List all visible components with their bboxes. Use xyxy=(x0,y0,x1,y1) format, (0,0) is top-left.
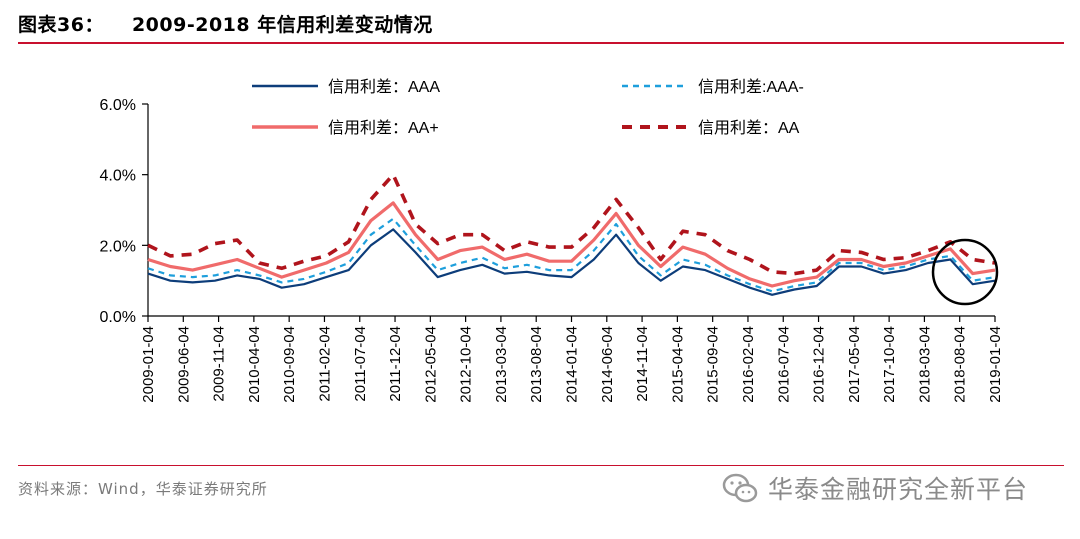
watermark: 华泰金融研究全新平台 xyxy=(720,468,1028,508)
wechat-icon xyxy=(722,473,758,503)
series-line-aa xyxy=(147,172,996,276)
x-tick-label: 2009-06-04 xyxy=(175,326,192,403)
x-tick-label: 2019-01-04 xyxy=(987,326,1004,403)
credit-spread-chart: 信用利差：AAA 信用利差:AAA- 信用利差：AA+ 信用利差：AA 0.0% 2.0… xyxy=(100,78,1004,403)
y-tick-label: 0.0% xyxy=(100,309,136,326)
x-tick-label: 2013-03-04 xyxy=(493,326,510,403)
y-tick-label: 6.0% xyxy=(100,97,136,114)
x-tick-label: 2018-08-04 xyxy=(952,326,969,403)
x-tick-label: 2015-04-04 xyxy=(669,326,686,403)
footer-rule xyxy=(18,465,1064,466)
x-tick-label: 2014-06-04 xyxy=(599,326,616,403)
watermark-text: 华泰金融研究全新平台 xyxy=(768,475,1029,504)
chart-legend: 信用利差：AAA 信用利差:AAA- 信用利差：AA+ 信用利差：AA xyxy=(252,78,804,137)
x-tick-label: 2017-10-04 xyxy=(881,326,898,403)
x-tick-label: 2011-12-04 xyxy=(387,326,404,402)
x-tick-label: 2015-09-04 xyxy=(705,326,722,403)
x-tick-label: 2017-05-04 xyxy=(846,326,863,403)
series-line-aaa xyxy=(147,228,996,296)
highlight-circle xyxy=(931,238,999,306)
title-rule xyxy=(18,42,1064,44)
source-note: 资料来源：Wind，华泰证券研究所 xyxy=(18,480,268,498)
legend-label: 信用利差：AA xyxy=(698,119,800,137)
figure-title: 图表36： 2009-2018 年信用利差变动情况 xyxy=(18,10,433,37)
figure-title-text: 2009-2018 年信用利差变动情况 xyxy=(131,14,433,36)
x-tick-label: 2009-11-04 xyxy=(211,326,228,402)
series-line-aaplus xyxy=(147,201,996,288)
chart-series xyxy=(147,172,996,296)
y-tick-label: 4.0% xyxy=(100,168,136,185)
x-tick-label: 2013-08-04 xyxy=(528,326,545,403)
x-axis: 2009-01-04 2009-06-04 2009-11-04 2010-04-04… xyxy=(140,315,1004,403)
x-tick-label: 2014-11-04 xyxy=(634,326,651,402)
legend-label: 信用利差：AA+ xyxy=(328,119,439,137)
x-tick-label: 2016-02-04 xyxy=(740,326,757,403)
figure-number: 图表36： xyxy=(18,14,104,36)
x-tick-label: 2010-09-04 xyxy=(281,326,298,403)
x-tick-label: 2018-03-04 xyxy=(916,326,933,403)
x-tick-label: 2011-07-04 xyxy=(352,326,369,402)
x-tick-label: 2012-10-04 xyxy=(458,326,475,403)
x-tick-label: 2016-12-04 xyxy=(811,326,828,403)
x-tick-label: 2011-02-04 xyxy=(316,326,333,402)
series-line-aaaminus xyxy=(147,217,996,293)
x-tick-label: 2014-01-04 xyxy=(564,326,581,403)
x-tick-label: 2009-01-04 xyxy=(140,326,157,403)
legend-label: 信用利差:AAA- xyxy=(698,78,804,96)
y-axis: 0.0% 2.0% 4.0% 6.0% xyxy=(100,97,149,326)
x-tick-label: 2016-07-04 xyxy=(775,326,792,403)
x-tick-label: 2012-05-04 xyxy=(422,326,439,403)
y-tick-label: 2.0% xyxy=(100,238,136,255)
legend-label: 信用利差：AAA xyxy=(328,78,440,96)
x-tick-label: 2010-04-04 xyxy=(246,326,263,403)
